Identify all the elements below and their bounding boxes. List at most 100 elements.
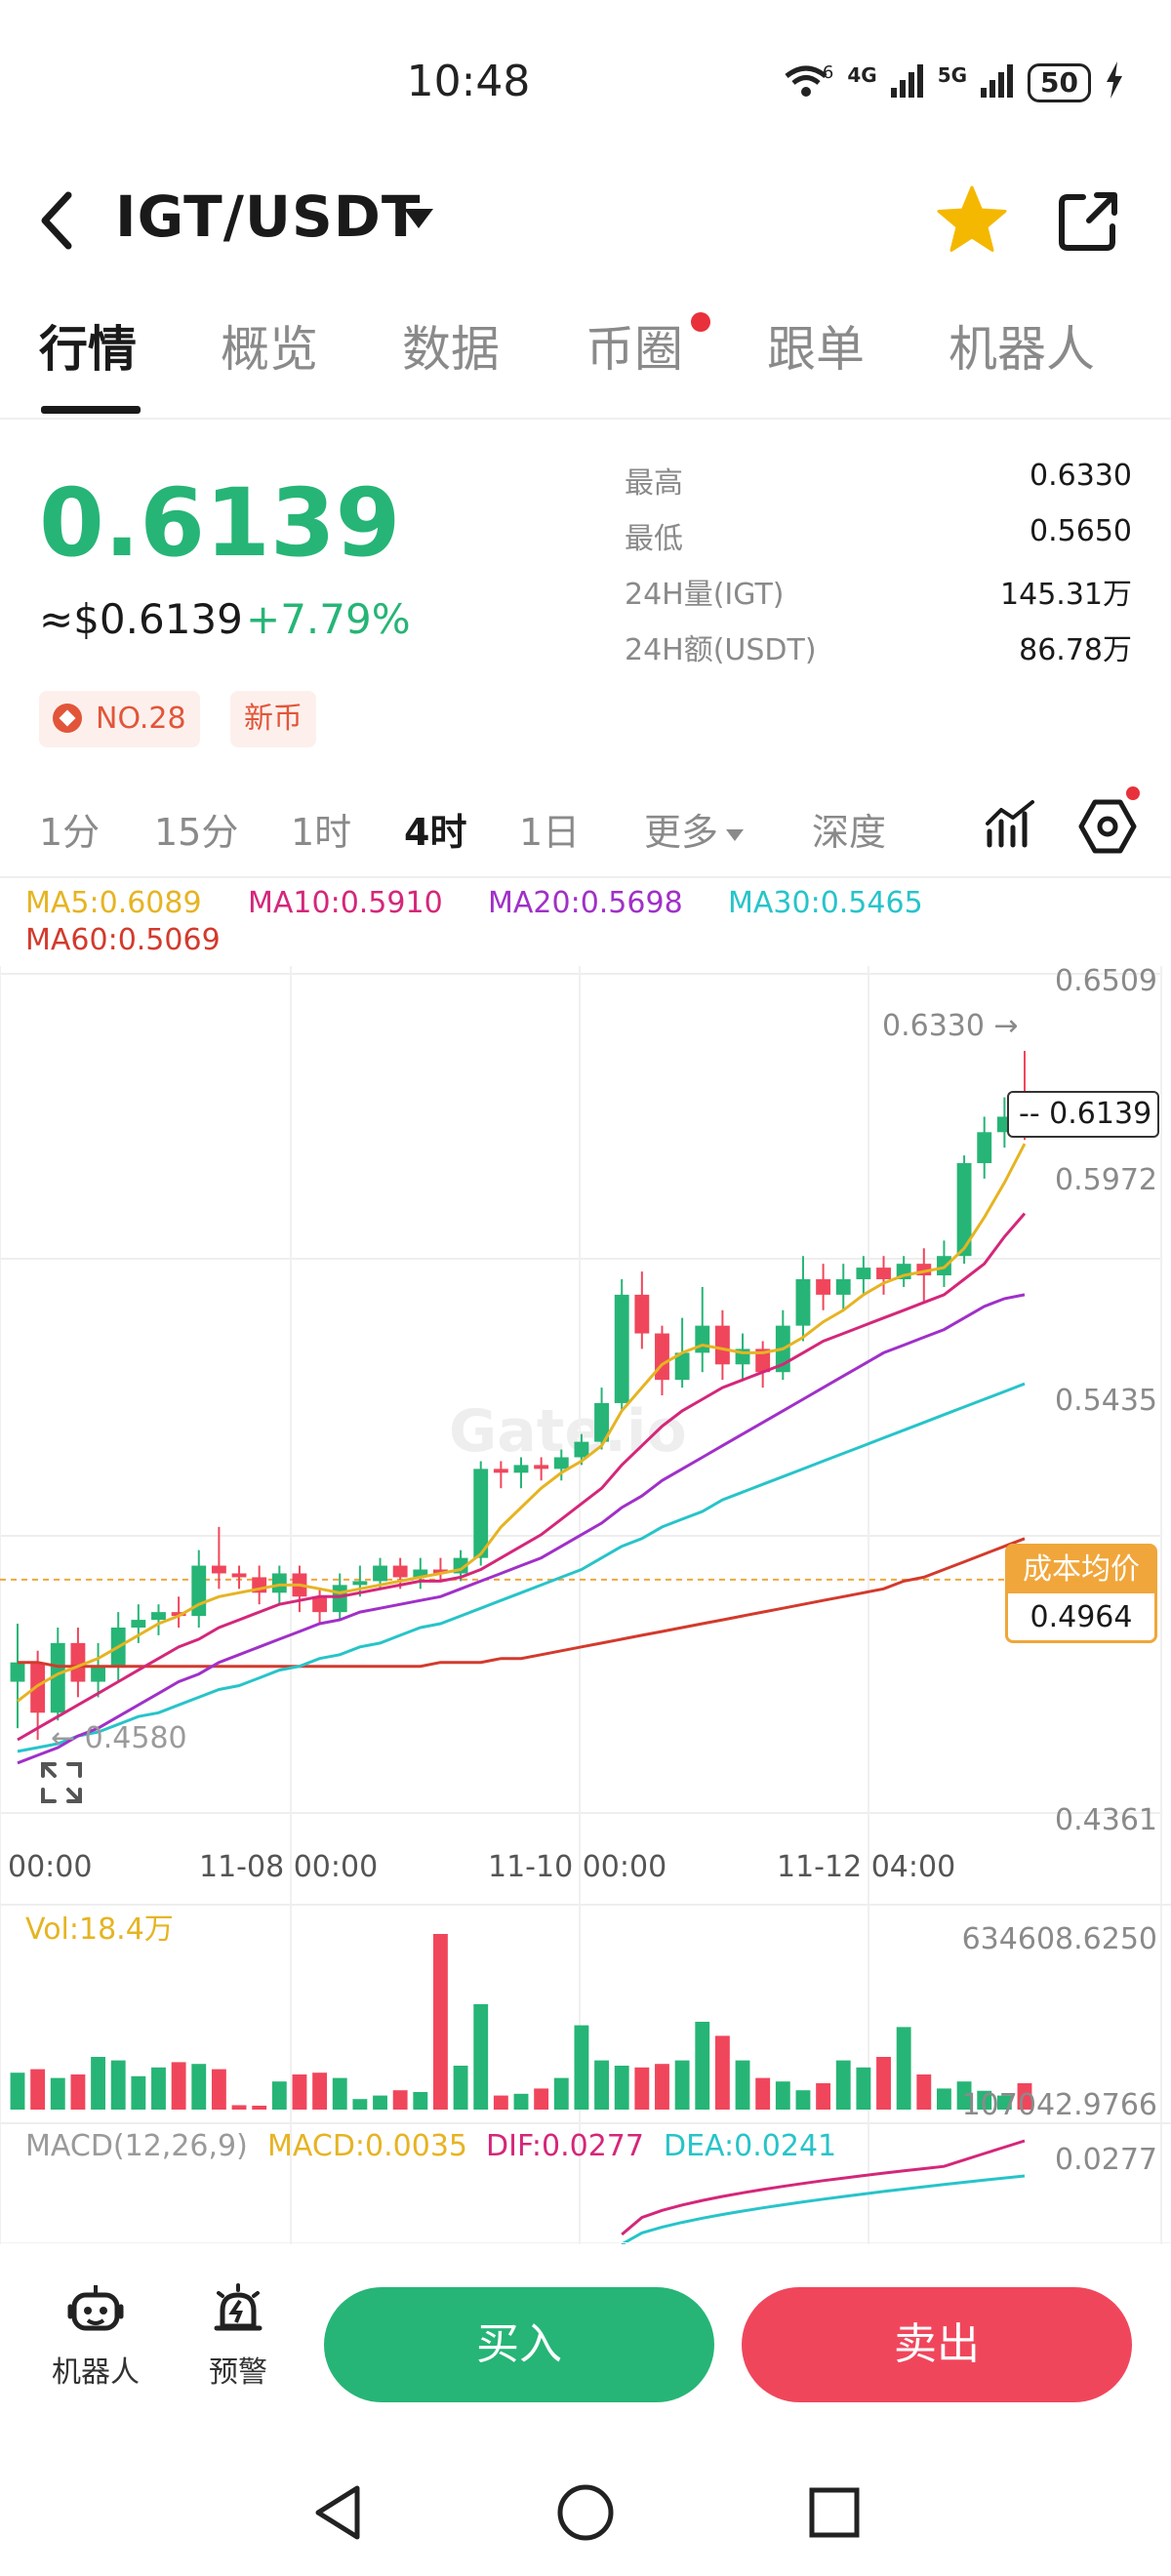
candle-body — [231, 1573, 247, 1578]
fullscreen-button[interactable] — [39, 1760, 84, 1805]
candle-body — [816, 1279, 831, 1295]
candle-body — [312, 1596, 328, 1613]
volume-bar — [775, 2081, 790, 2110]
candle-body — [513, 1465, 529, 1473]
volume-bar — [493, 2095, 508, 2110]
candle-body — [373, 1565, 387, 1582]
volume-bar — [312, 2073, 328, 2110]
interval-4h[interactable]: 4时 — [404, 811, 467, 854]
x-label-1: 11-08 00:00 — [199, 1850, 379, 1884]
back-button[interactable] — [31, 185, 86, 256]
low-marker: ← 0.4580 — [51, 1721, 187, 1755]
indicator-button[interactable] — [984, 798, 1038, 853]
alert-button[interactable]: 预警 — [180, 2281, 297, 2391]
candle-body — [473, 1469, 489, 1558]
candles — [10, 1051, 1032, 1741]
volume-bar — [594, 2060, 609, 2110]
dif-line — [621, 2139, 1026, 2236]
interval-1d[interactable]: 1日 — [519, 811, 581, 854]
favorite-button[interactable] — [935, 183, 1009, 258]
more-caret-icon — [726, 828, 745, 841]
tab-market[interactable]: 行情 — [39, 321, 137, 378]
volume-bar — [835, 2060, 851, 2110]
interval-15m[interactable]: 15分 — [154, 811, 239, 854]
macd-dea: DEA:0.0241 — [664, 2129, 837, 2163]
signal-4g-icon — [890, 62, 924, 103]
tab-data[interactable]: 数据 — [402, 321, 500, 378]
kline-chart[interactable] — [0, 966, 1171, 2244]
share-icon — [1059, 192, 1117, 251]
buy-button[interactable]: 买入 — [324, 2287, 714, 2402]
cost-basis-tag[interactable]: 成本均价 0.4964 — [1005, 1544, 1157, 1643]
volume-bar — [996, 2095, 1012, 2110]
tab-overview[interactable]: 概览 — [221, 321, 318, 378]
volume-bar — [252, 2106, 267, 2110]
rank-icon — [53, 703, 82, 733]
sell-button[interactable]: 卖出 — [742, 2287, 1132, 2402]
last-price: 0.6139 — [39, 468, 401, 578]
interval-1m[interactable]: 1分 — [39, 811, 101, 854]
status-icons: 6 4G 5G 50 — [782, 60, 1124, 105]
volume-bar — [292, 2074, 307, 2110]
candle-body — [352, 1581, 368, 1586]
price-usd: ≈$0.6139 — [39, 595, 243, 643]
interval-more[interactable]: 更多 — [644, 802, 745, 856]
signal-5g-label: 5G — [937, 63, 968, 87]
candle-body — [916, 1264, 932, 1276]
candle-body — [856, 1268, 871, 1280]
candle-body — [91, 1666, 105, 1682]
tabs-divider — [0, 418, 1171, 420]
ma30-line — [17, 1382, 1026, 1753]
active-tab-indicator — [41, 406, 141, 414]
expand-icon — [41, 1762, 82, 1803]
system-recents-button[interactable] — [800, 2478, 868, 2547]
candle-body — [151, 1612, 166, 1621]
new-coin-badge[interactable]: 新币 — [230, 691, 316, 747]
rank-badge[interactable]: NO.28 — [39, 691, 200, 747]
volume-bar — [110, 2060, 126, 2110]
volume-bar — [151, 2067, 166, 2110]
volume-bar — [674, 2060, 690, 2110]
volume-bar — [513, 2093, 529, 2110]
cost-basis-title: 成本均价 — [1008, 1547, 1154, 1593]
stat-volume-label: 24H量(IGT) — [625, 578, 785, 612]
candle-body — [493, 1469, 508, 1473]
system-home-button[interactable] — [551, 2478, 620, 2547]
cost-basis-value: 0.4964 — [1030, 1600, 1133, 1634]
macd-lines — [621, 2139, 1026, 2244]
alert-label: 预警 — [209, 2355, 267, 2390]
candle-body — [392, 1565, 408, 1578]
volume-min: 107042.9766 — [961, 2088, 1157, 2122]
volume-bar — [553, 2077, 569, 2110]
ma30-legend: MA30:0.5465 — [728, 886, 923, 920]
share-button[interactable] — [1054, 187, 1122, 256]
caret-down-icon[interactable] — [404, 209, 433, 228]
volume-bar — [352, 2099, 368, 2110]
stat-low-value: 0.5650 — [1030, 514, 1132, 548]
chart-settings-button[interactable] — [1077, 796, 1138, 857]
star-icon — [937, 185, 1007, 252]
tab-copy-trade[interactable]: 跟单 — [767, 321, 865, 378]
candle-body — [634, 1294, 650, 1334]
volume-bar — [30, 2069, 46, 2110]
volume-bar — [171, 2062, 186, 2110]
candle-body — [655, 1333, 669, 1381]
tab-robot[interactable]: 机器人 — [949, 321, 1095, 378]
stat-amount-value: 86.78万 — [1019, 633, 1132, 667]
candle-body — [50, 1642, 65, 1713]
interval-1h[interactable]: 1时 — [291, 811, 352, 854]
robot-button[interactable]: 机器人 — [37, 2281, 154, 2391]
candle-body — [10, 1662, 25, 1682]
candle-body — [755, 1348, 771, 1373]
ma60-line — [18, 1537, 1026, 1669]
interval-depth[interactable]: 深度 — [812, 811, 887, 854]
pair-selector[interactable]: IGT/USDT — [115, 183, 422, 250]
system-back-button[interactable] — [304, 2478, 373, 2547]
volume-bar — [50, 2077, 65, 2110]
hexagon-settings-icon — [1078, 799, 1137, 854]
tab-community[interactable]: 币圈 — [586, 321, 683, 378]
macd-dif: DIF:0.0277 — [486, 2129, 644, 2163]
rank-badge-label: NO.28 — [96, 702, 186, 736]
candle-body — [171, 1612, 186, 1617]
candle-body — [211, 1565, 226, 1574]
